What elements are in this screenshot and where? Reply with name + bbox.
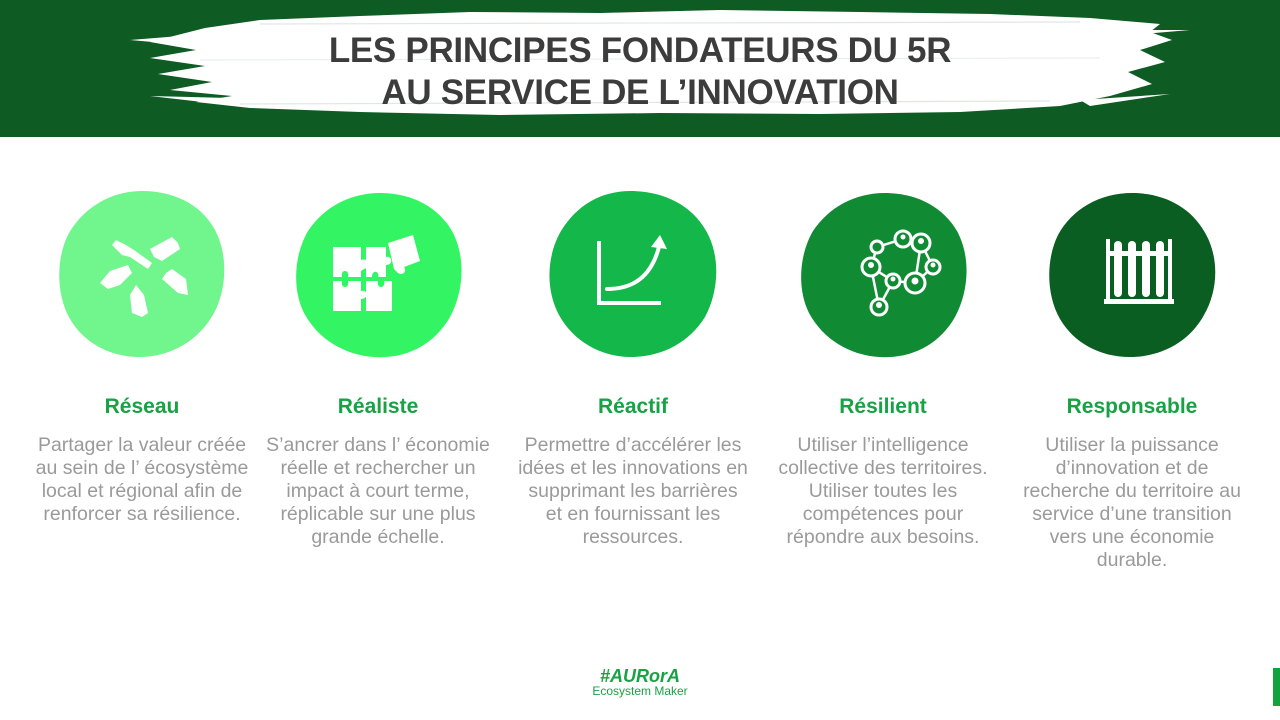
circle-badge [288,185,468,365]
principle-description: Utiliser la puissance d’innovation et de… [1023,434,1241,571]
footer-hashtag: #AURorA [599,666,680,686]
hands-together-icon [59,191,225,357]
principle-title: Responsable [1066,395,1198,418]
principle-title: Réaliste [337,395,419,418]
circle-badge [793,185,973,365]
circle-badge [52,185,232,365]
page-title-line-2: AU SERVICE DE L’INNOVATION [381,73,899,112]
footer-logo: #AURorA Ecosystem Maker [560,667,720,698]
page-title-line-1: LES PRINCIPES FONDATEURS DU 5R [328,31,952,70]
circle-badge [1042,185,1222,365]
principle-card-responsable: Responsable Utiliser la puissance d’inno… [1017,185,1247,665]
page-title: LES PRINCIPES FONDATEURS DU 5R AU SERVIC… [0,30,1280,114]
principle-description: S’ancrer dans l’ économie réelle et rech… [266,434,490,548]
edge-accent-bar [1273,668,1280,706]
principle-description: Partager la valeur créée au sein de l’ é… [35,434,249,525]
puzzle-icon [296,193,462,358]
principle-description: Utiliser l’intelligence collective des t… [778,434,988,548]
principle-card-reseau: Réseau Partager la valeur créée au sein … [27,185,257,665]
circle-badge [543,185,723,365]
brush-stroke-banner [130,10,1190,115]
principle-title: Réactif [597,395,669,418]
footer-subtitle: Ecosystem Maker [592,684,688,698]
network-people-icon [801,193,967,358]
test-tubes-icon [1049,193,1216,357]
principle-title: Résilient [839,395,927,418]
principle-title: Réseau [104,395,180,418]
principle-card-reactif: Réactif Permettre d’accélérer les idées … [518,185,748,665]
principle-card-resilient: Résilient Utiliser l’intelligence collec… [768,185,998,665]
growth-chart-icon [549,191,717,357]
principle-description: Permettre d’accélérer les idées et les i… [518,434,748,548]
principle-card-realiste: Réaliste S’ancrer dans l’ économie réell… [263,185,493,665]
